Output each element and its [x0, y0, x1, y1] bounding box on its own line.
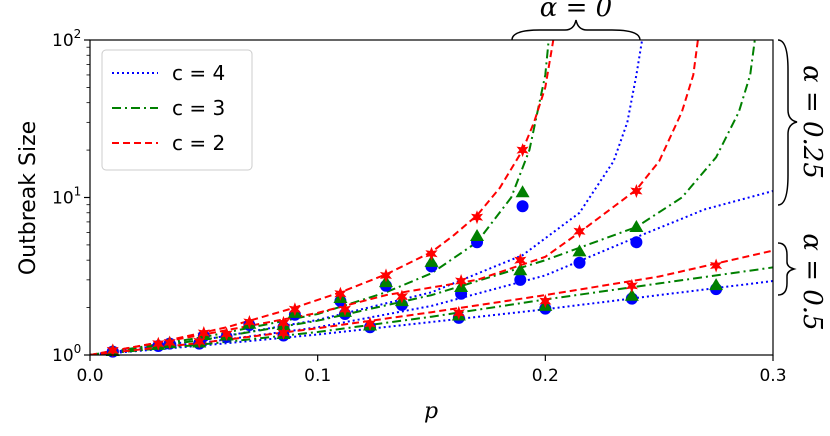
- legend-items: c = 4 c = 3 c = 2: [112, 61, 225, 155]
- marker-c2-alpha-0: [471, 210, 484, 225]
- marker-c2-alpha-05: [539, 294, 552, 309]
- marker-c2-alpha-025: [277, 315, 290, 330]
- alpha-05-annotation: α = 0.5: [777, 233, 827, 331]
- alpha-025-label: α = 0.25: [797, 65, 827, 179]
- y-axis-label: Outbreak Size: [16, 121, 41, 275]
- marker-c2-alpha-025: [573, 224, 586, 239]
- marker-c2-alpha-025: [630, 184, 643, 198]
- marker-c3-alpha-025: [629, 219, 644, 232]
- marker-c3-alpha-0: [515, 185, 530, 198]
- marker-c2-alpha-05: [710, 258, 723, 273]
- marker-c4-alpha-025: [514, 273, 527, 286]
- marker-c2-alpha-0: [425, 246, 438, 261]
- legend: c = 4 c = 3 c = 2: [101, 49, 253, 171]
- curve-c4-alpha-0: [90, 40, 644, 355]
- marker-c2-alpha-0: [516, 143, 529, 158]
- marker-c2-alpha-0: [379, 268, 392, 283]
- marker-c3-alpha-05: [624, 288, 639, 301]
- markers-layer: [105, 143, 724, 358]
- alpha-025-annotation: α = 0.25: [777, 39, 827, 206]
- x-axis-ticks: 0.0 0.1 0.2 0.3: [76, 355, 787, 386]
- legend-box: [101, 49, 253, 171]
- marker-c2-alpha-025: [395, 289, 408, 304]
- marker-c2-alpha-0: [243, 315, 256, 329]
- marker-c2-alpha-0: [288, 302, 301, 317]
- marker-c4-alpha-0: [516, 200, 529, 213]
- y-tick-label: 101: [52, 185, 81, 209]
- marker-c3-alpha-0: [424, 254, 439, 267]
- marker-c2-alpha-025: [514, 253, 527, 268]
- alpha-05-brace: [777, 242, 797, 296]
- marker-c2-alpha-0: [106, 343, 119, 358]
- alpha-025-brace: [777, 39, 798, 206]
- alpha-0-annotation: α = 0: [511, 0, 641, 41]
- x-tick-label: 0.2: [532, 366, 559, 386]
- marker-c2-alpha-0: [334, 286, 347, 301]
- marker-c2-alpha-025: [338, 302, 351, 317]
- y-tick-label: 100: [52, 342, 81, 366]
- alpha-0-brace: [511, 19, 641, 41]
- alpha-05-label: α = 0.5: [797, 233, 827, 330]
- marker-c2-alpha-0: [163, 335, 176, 350]
- marker-c3-alpha-025: [572, 244, 587, 257]
- curve-c3-alpha-0: [90, 40, 550, 355]
- marker-c2-alpha-05: [277, 326, 290, 340]
- marker-c2-alpha-025: [220, 327, 233, 341]
- marker-c2-alpha-05: [452, 305, 465, 320]
- x-axis-label: p: [424, 399, 438, 424]
- legend-label-c4: c = 4: [172, 61, 225, 85]
- marker-c3-alpha-05: [709, 278, 724, 291]
- marker-c3-alpha-025: [513, 263, 528, 276]
- marker-c4-alpha-025: [573, 256, 586, 269]
- marker-c3-alpha-0: [470, 228, 485, 241]
- y-axis-ticks: 100 101 102: [52, 27, 90, 366]
- alpha-0-label: α = 0: [540, 0, 612, 23]
- marker-c2-alpha-0: [197, 326, 210, 340]
- marker-c4-alpha-025: [630, 236, 643, 249]
- curves-layer: [90, 40, 773, 355]
- marker-c2-alpha-025: [152, 336, 165, 351]
- y-tick-label: 102: [52, 27, 81, 51]
- marker-c2-alpha-05: [625, 278, 638, 293]
- marker-c2-alpha-025: [455, 274, 468, 288]
- curve-c2-alpha-0: [90, 40, 555, 355]
- marker-c2-alpha-05: [364, 316, 377, 331]
- x-tick-label: 0.3: [759, 366, 786, 386]
- marker-c2-alpha-05: [193, 334, 206, 349]
- legend-label-c3: c = 3: [172, 96, 225, 120]
- x-tick-label: 0.1: [304, 366, 331, 386]
- legend-label-c2: c = 2: [172, 131, 225, 155]
- x-tick-label: 0.0: [76, 366, 103, 386]
